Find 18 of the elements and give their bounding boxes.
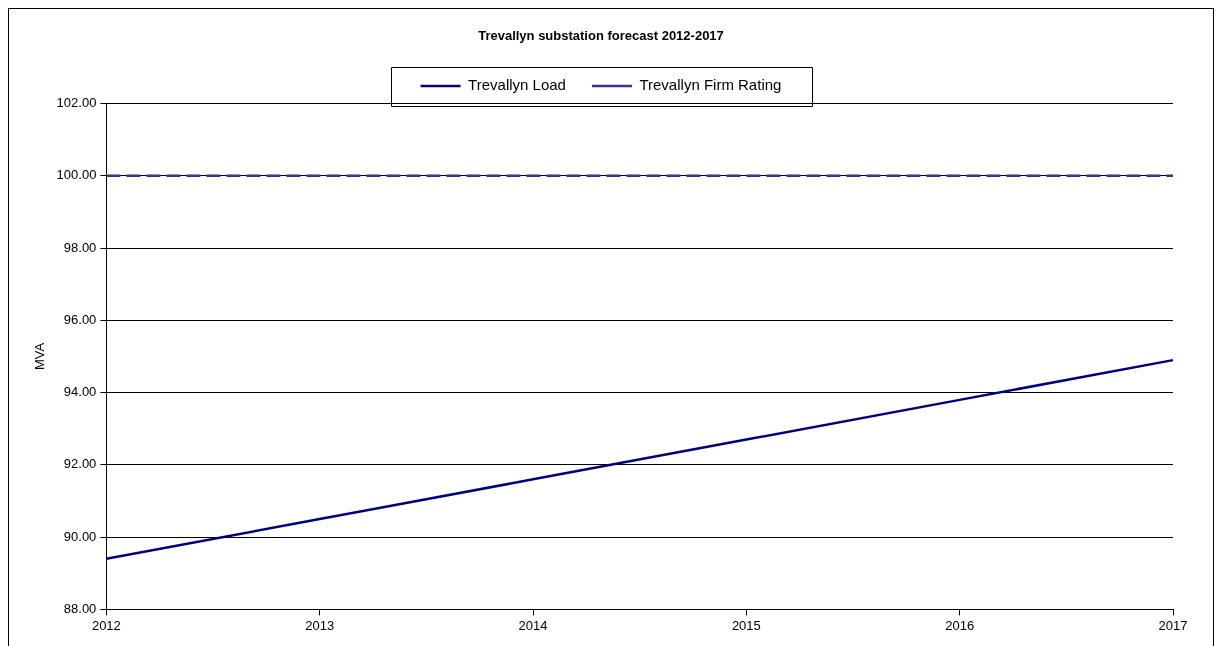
x-tick-label: 2015 bbox=[731, 617, 761, 633]
y-tick-label: 96.00 bbox=[63, 311, 97, 327]
chart-title: Trevallyn substation forecast 2012-2017 bbox=[478, 28, 724, 44]
y-tick-label: 88.00 bbox=[63, 600, 97, 616]
y-tick-label: 98.00 bbox=[63, 239, 97, 255]
x-tick-label: 2013 bbox=[305, 617, 335, 633]
x-tick-label: 2014 bbox=[518, 617, 548, 633]
legend-label: Trevallyn Load bbox=[468, 76, 566, 94]
y-tick-label: 94.00 bbox=[63, 384, 97, 400]
y-tick-label: 92.00 bbox=[63, 456, 97, 472]
x-tick-label: 2016 bbox=[945, 617, 975, 633]
x-tick-label: 2012 bbox=[91, 617, 121, 633]
x-tick-label: 2017 bbox=[1158, 617, 1188, 633]
y-tick-label: 102.00 bbox=[56, 95, 97, 111]
y-tick-label: 100.00 bbox=[56, 167, 97, 183]
y-tick-label: 90.00 bbox=[63, 528, 97, 544]
y-axis-title: MVA bbox=[32, 342, 48, 371]
legend-label: Trevallyn Firm Rating bbox=[639, 76, 782, 94]
